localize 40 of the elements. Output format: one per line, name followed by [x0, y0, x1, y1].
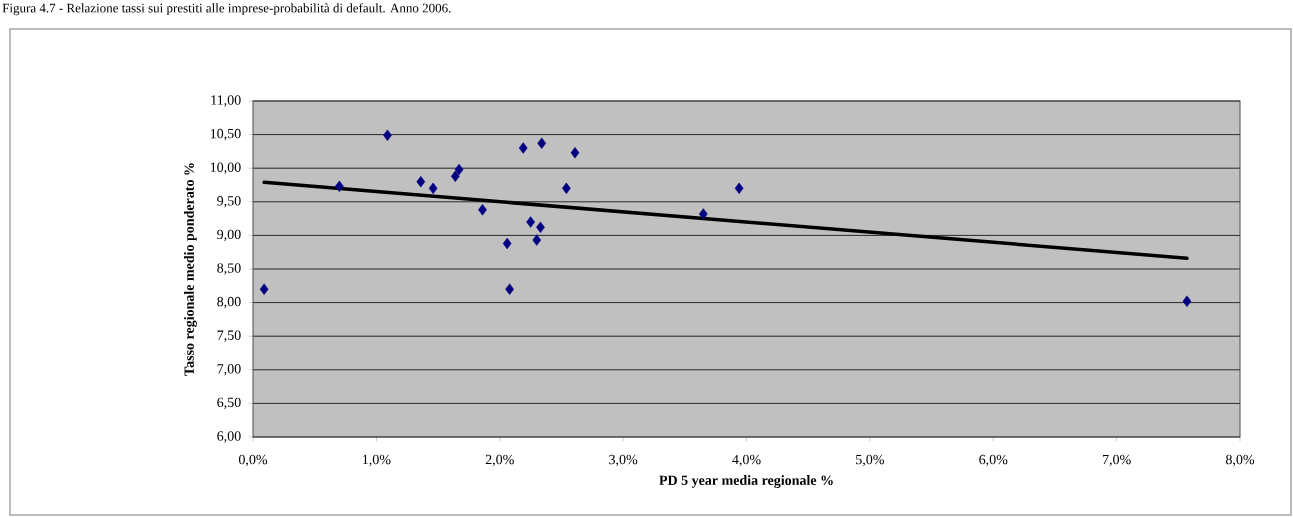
x-tick-label: 4,0%: [732, 454, 761, 467]
point: [478, 204, 487, 216]
x-axis-title: PD 5 year media regionale %: [659, 475, 833, 488]
x-tick-label: 5,0%: [856, 454, 884, 467]
point: [1182, 295, 1192, 307]
y-axis-title: Tasso regionale medio ponderato %: [184, 163, 197, 376]
y-tick-label: 7,00: [217, 364, 241, 376]
point: [502, 237, 512, 250]
point: [532, 234, 542, 246]
x-tick-label: 2,0%: [485, 454, 514, 467]
point: [734, 182, 744, 195]
y-tick-label: 6,00: [217, 431, 241, 443]
y-tick-label: 9,50: [217, 196, 241, 208]
y-tick-label: 9,00: [217, 229, 241, 242]
y-tick-label: 8,50: [217, 263, 241, 275]
y-tick-label: 10,50: [210, 128, 241, 141]
chart-title: Figura 4.7 - Relazione tassi sui prestiti alle imprese-probabilità di default. Anno 2006.: [2, 3, 451, 16]
point: [428, 182, 438, 195]
x-tick-label: 1,0%: [363, 454, 391, 467]
point: [699, 208, 708, 220]
y-tick-label: 8,00: [217, 296, 241, 309]
point: [259, 283, 269, 295]
point: [537, 137, 547, 150]
point: [416, 175, 426, 188]
x-tick-label: 8,0%: [1225, 454, 1255, 467]
point: [526, 216, 535, 228]
x-tick-label: 7,0%: [1102, 454, 1131, 467]
point: [518, 142, 528, 154]
y-tick-label: 6,50: [217, 397, 241, 410]
y-tick-label: 7,50: [217, 330, 241, 342]
point: [383, 129, 392, 141]
x-tick-label: 6,0%: [979, 454, 1008, 467]
y-tick-label: 11,00: [211, 95, 241, 107]
point: [454, 163, 464, 176]
y-tick-label: 10,00: [210, 162, 241, 174]
point: [570, 147, 580, 159]
point: [505, 283, 514, 295]
point: [451, 170, 460, 182]
x-tick-label: 0,0%: [238, 454, 268, 467]
x-tick-label: 3,0%: [609, 454, 638, 467]
